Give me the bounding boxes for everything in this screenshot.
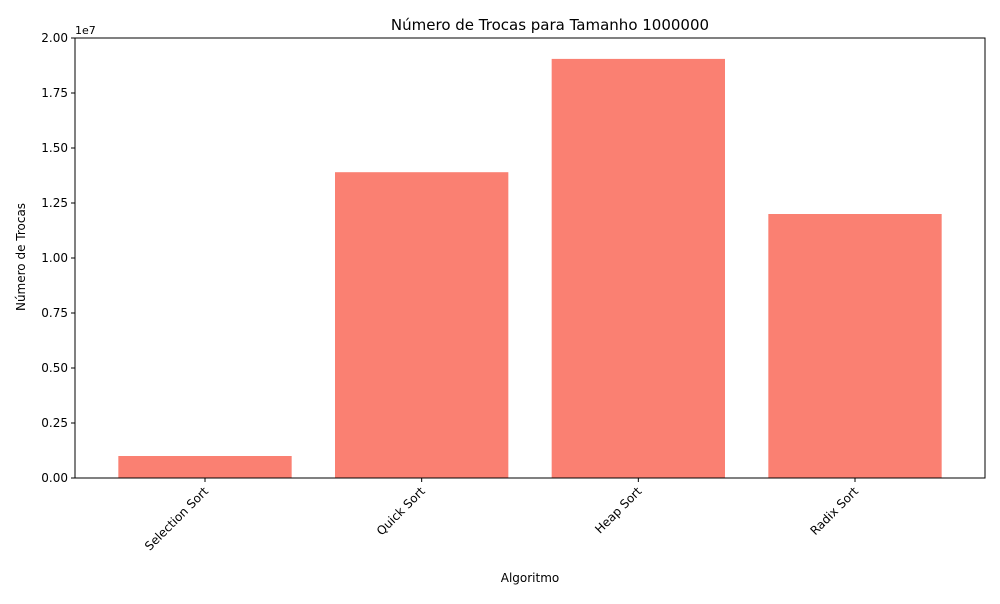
x-tick-label: Heap Sort bbox=[592, 484, 644, 536]
y-tick-label: 1.75 bbox=[41, 86, 68, 100]
y-tick-label: 0.75 bbox=[41, 306, 68, 320]
y-tick-label: 1.50 bbox=[41, 141, 68, 155]
x-tick-label: Selection Sort bbox=[142, 484, 211, 553]
x-axis-label: Algoritmo bbox=[501, 571, 560, 585]
chart-title: Número de Trocas para Tamanho 1000000 bbox=[391, 16, 709, 34]
bar-selection-sort bbox=[118, 456, 292, 478]
bar-heap-sort bbox=[551, 58, 725, 479]
x-tick-label: Quick Sort bbox=[374, 484, 428, 538]
y-tick-label: 2.00 bbox=[41, 31, 68, 45]
plot-frame bbox=[74, 37, 986, 479]
bar-radix-sort bbox=[768, 214, 942, 478]
y-tick-label: 0.25 bbox=[41, 416, 68, 430]
y-tick-label: 1.25 bbox=[41, 196, 68, 210]
bars-group bbox=[118, 58, 942, 479]
y-axis-label: Número de Trocas bbox=[14, 203, 28, 311]
y-tick-label: 0.50 bbox=[41, 361, 68, 375]
y-axis-offset-label: 1e7 bbox=[75, 24, 96, 37]
x-ticks-group: Selection Sort Quick Sort Heap Sort Radix S… bbox=[142, 478, 861, 553]
y-tick-label: 0.00 bbox=[41, 471, 68, 485]
y-ticks-group: 0.00 0.25 0.50 0.75 1.00 1.25 1.50 1.75 2.00 bbox=[41, 31, 75, 485]
bar-quick-sort bbox=[335, 172, 509, 478]
y-tick-label: 1.00 bbox=[41, 251, 68, 265]
x-tick-label: Radix Sort bbox=[807, 484, 861, 538]
